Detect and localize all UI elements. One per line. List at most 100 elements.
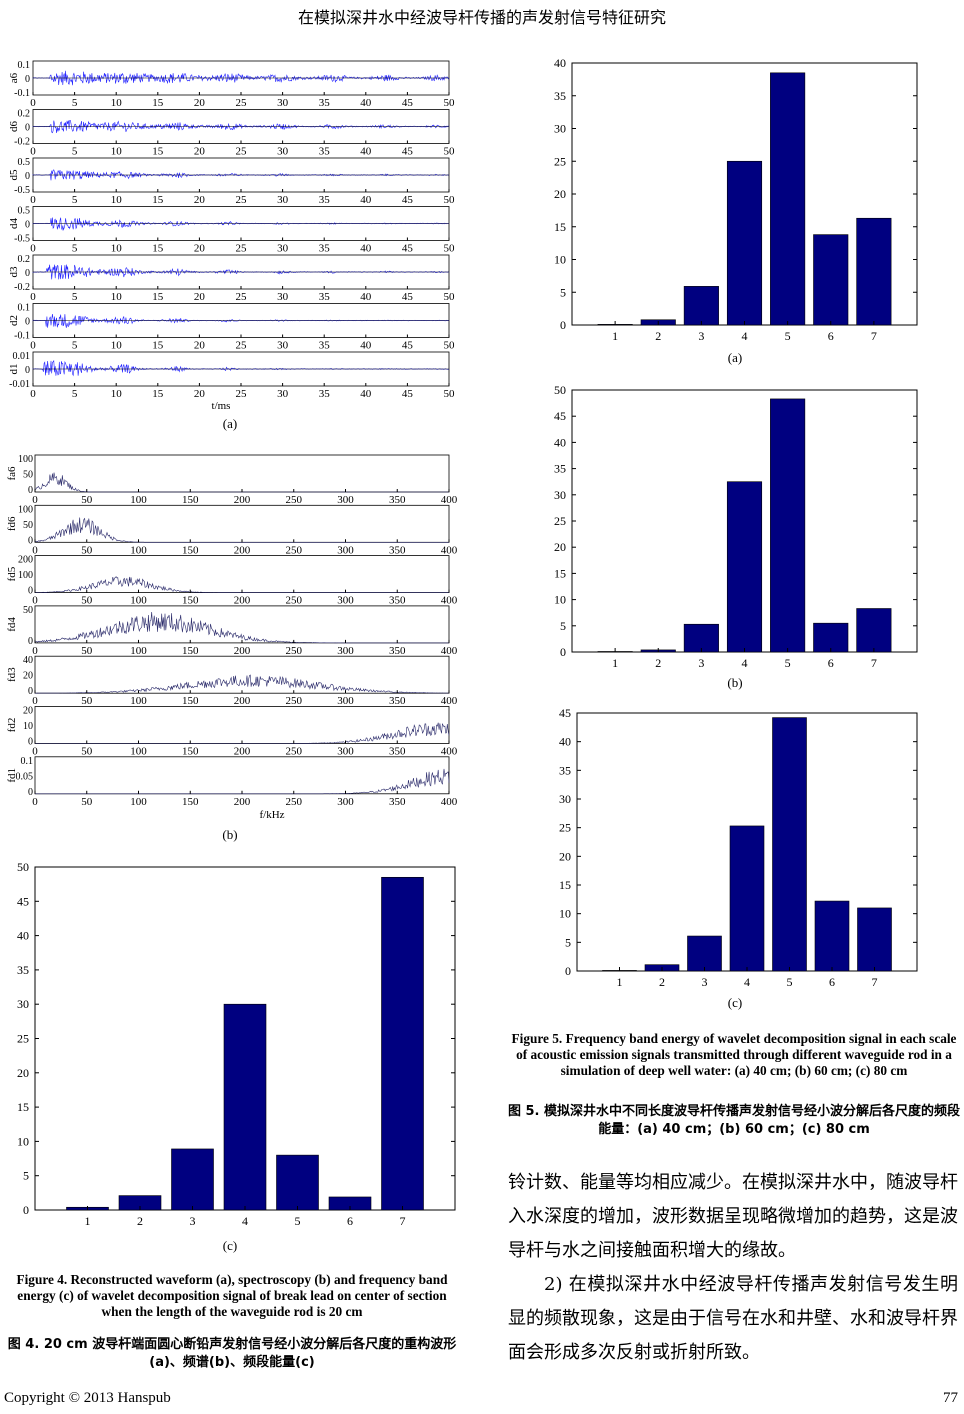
bar-4 [729, 825, 765, 972]
y-label-fd3: fd3 [6, 667, 18, 682]
x-tick-label: 200 [234, 494, 251, 506]
x-axis-label: t/ms [212, 400, 231, 412]
x-tick-label: 250 [286, 595, 303, 607]
x-tick-label: 400 [441, 645, 458, 657]
x-tick-label: 250 [286, 645, 303, 657]
waveform-a6 [32, 70, 450, 86]
x-tick-label: 100 [130, 544, 147, 556]
bar-7 [857, 907, 892, 972]
x-tick-label: 40 [360, 194, 372, 206]
x-tick-label: 25 [236, 388, 248, 400]
x-tick-label: 300 [337, 746, 354, 758]
x-tick-label: 35 [319, 97, 331, 109]
x-tick-label: 350 [389, 645, 406, 657]
y-tick-label: 40 [23, 655, 33, 666]
y-tick-label: 0.1 [18, 303, 31, 314]
x-tick-label: 0 [32, 746, 38, 758]
bar-6 [813, 622, 849, 653]
y-tick-label: 0.1 [18, 60, 31, 71]
x-tick-label: 50 [81, 595, 93, 607]
y-tick-label: 40 [17, 929, 29, 943]
bar-3 [683, 623, 719, 653]
x-tick-label: 350 [389, 746, 406, 758]
figure-4a-waveforms: a60.10-0.10 5 10 15 20 25 30 35 40 45 50d60.20-0.2… [8, 60, 455, 412]
figure-5a-bar-chart: 0 5 10 15 20 25 30 35 40 1 2 3 4 5 6 7 [554, 56, 918, 343]
subplot-frame-fd4 [34, 605, 450, 644]
x-tick-label: 4 [742, 656, 748, 670]
x-tick-label: 200 [234, 695, 251, 707]
x-tick-label: 0 [32, 796, 38, 808]
y-tick-label: 0 [25, 123, 30, 134]
y-tick-label: -0.1 [14, 331, 30, 342]
y-tick-label: 35 [17, 963, 29, 977]
y-label-d5: d5 [8, 169, 20, 181]
x-tick-label: 50 [81, 645, 93, 657]
x-tick-label: 5 [72, 388, 78, 400]
x-tick-label: 10 [111, 340, 123, 352]
y-tick-label: 50 [17, 860, 29, 874]
x-tick-label: 100 [130, 645, 147, 657]
y-tick-label: 5 [560, 285, 566, 299]
y-tick-label: 0.5 [18, 206, 31, 217]
x-tick-label: 25 [236, 146, 248, 158]
y-tick-label: 0 [565, 964, 571, 978]
y-tick-label: 35 [559, 763, 571, 777]
y-tick-label: 0 [28, 636, 33, 647]
x-tick-label: 300 [337, 595, 354, 607]
subplot-frame-fd6 [34, 504, 450, 543]
spectrum-fd3 [34, 674, 450, 694]
running-header: 在模拟深井水中经波导杆传播的声发射信号特征研究 [297, 8, 666, 27]
x-tick-label: 5 [787, 975, 793, 989]
figure-4-caption-zh: 图 4. 20 cm 波导杆端面圆心断铅声发射信号经小波分解后各尺度的重构波形(… [7, 1337, 457, 1370]
y-tick-label: 0 [25, 268, 30, 279]
x-tick-label: 100 [130, 494, 147, 506]
x-tick-label: 7 [872, 975, 878, 989]
waveform-d3 [32, 264, 450, 280]
y-tick-label: 30 [559, 792, 571, 806]
x-tick-label: 250 [286, 494, 303, 506]
x-tick-label: 35 [319, 194, 331, 206]
x-tick-label: 300 [337, 645, 354, 657]
x-tick-label: 250 [286, 544, 303, 556]
x-tick-label: 0 [30, 97, 36, 109]
y-tick-label: 30 [554, 122, 566, 136]
x-tick-label: 45 [402, 146, 414, 158]
x-tick-label: 400 [441, 796, 458, 808]
x-tick-label: 3 [702, 975, 708, 989]
y-tick-label: 15 [559, 878, 571, 892]
x-tick-label: 0 [32, 494, 38, 506]
y-tick-label: 35 [554, 462, 566, 476]
x-tick-label: 30 [277, 340, 289, 352]
y-label-fd4: fd4 [6, 617, 18, 632]
x-tick-label: 2 [655, 656, 661, 670]
y-tick-label: -0.2 [14, 137, 30, 148]
y-tick-label: 40 [554, 56, 566, 70]
x-tick-label: 0 [30, 243, 36, 255]
waveform-d6 [32, 120, 450, 134]
y-tick-label: 5 [565, 935, 571, 949]
x-tick-label: 100 [130, 796, 147, 808]
paragraph-1: 铃计数、能量等均相应减少。在模拟深井水中，随波导杆入水深度的增加，波形数据呈现略… [508, 1172, 958, 1261]
bar-3 [687, 935, 722, 972]
x-tick-label: 15 [152, 243, 164, 255]
x-tick-label: 0 [32, 595, 38, 607]
y-tick-label: 0 [25, 74, 30, 85]
x-tick-label: 30 [277, 243, 289, 255]
y-tick-label: 0 [23, 1203, 29, 1217]
figure-4c-label: (c) [222, 1238, 238, 1253]
x-tick-label: 6 [829, 975, 835, 989]
y-label-d1: d1 [8, 364, 20, 375]
x-tick-label: 30 [277, 97, 289, 109]
bar-4 [726, 160, 763, 326]
x-tick-label: 35 [319, 340, 331, 352]
x-tick-label: 2 [137, 1214, 143, 1228]
y-tick-label: 20 [554, 187, 566, 201]
bar-4 [726, 481, 763, 653]
x-tick-label: 4 [744, 975, 750, 989]
subplot-frame-fd1 [34, 756, 450, 795]
figure-5-caption-en: Figure 5. Frequency band energy of wavel… [511, 1031, 957, 1078]
bar-6 [814, 900, 850, 972]
y-tick-label: -0.5 [14, 185, 30, 196]
